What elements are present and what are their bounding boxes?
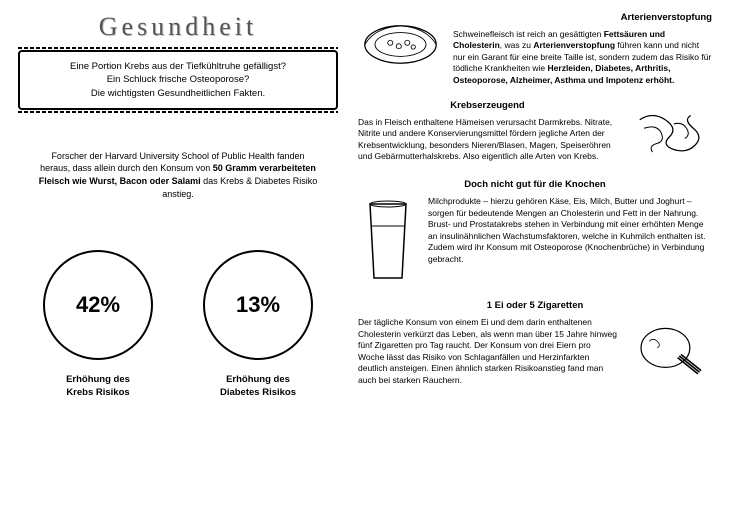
section-body: Der tägliche Konsum von einem Ei und dem… [358,317,617,386]
section-heading: Doch nicht gut für die Knochen [358,179,712,190]
intro-line: Eine Portion Krebs aus der Tiefkühltruhe… [30,60,326,73]
stat-block: 42% Erhöhung desKrebs Risikos [28,250,168,399]
section-egg: Der tägliche Konsum von einem Ei und dem… [358,317,712,386]
stat-circle: 42% [43,250,153,360]
section-body: Das in Fleisch enthaltene Hämeisen verur… [358,117,617,163]
section-bones: Milchprodukte – hierzu gehören Käse, Eis… [358,196,712,286]
intro-line: Ein Schluck frische Osteoporose? [30,73,326,86]
egg-cigarette-icon [627,317,712,382]
section-heading: Arterienverstopfung [453,12,712,25]
glass-icon [358,196,418,286]
stat-circle: 13% [203,250,313,360]
stat-block: 13% Erhöhung desDiabetes Risikos [188,250,328,399]
section-body: Milchprodukte – hierzu gehören Käse, Eis… [428,196,712,265]
section-cancer: Krebserzeugend Das in Fleisch enthaltene… [358,100,712,165]
page-title: Gesundheit [18,12,338,42]
intro-box: Eine Portion Krebs aus der Tiefkühltruhe… [18,50,338,110]
harvard-text: Forscher der Harvard University School o… [38,150,318,200]
section-heading: Krebserzeugend [358,100,617,113]
intro-line: Die wichtigsten Gesundheitlichen Fakten. [30,87,326,100]
section-artery: Arterienverstopfung Schweinefleisch ist … [358,12,712,86]
artery-icon [358,12,443,77]
stat-label: Erhöhung desKrebs Risikos [28,374,168,399]
stat-label: Erhöhung desDiabetes Risikos [188,374,328,399]
section-body: Schweinefleisch ist reich an gesättigten… [453,29,712,86]
stat-circles: 42% Erhöhung desKrebs Risikos 13% Erhöhu… [18,250,338,399]
section-heading: 1 Ei oder 5 Zigaretten [358,300,712,311]
intestine-icon [627,100,712,165]
